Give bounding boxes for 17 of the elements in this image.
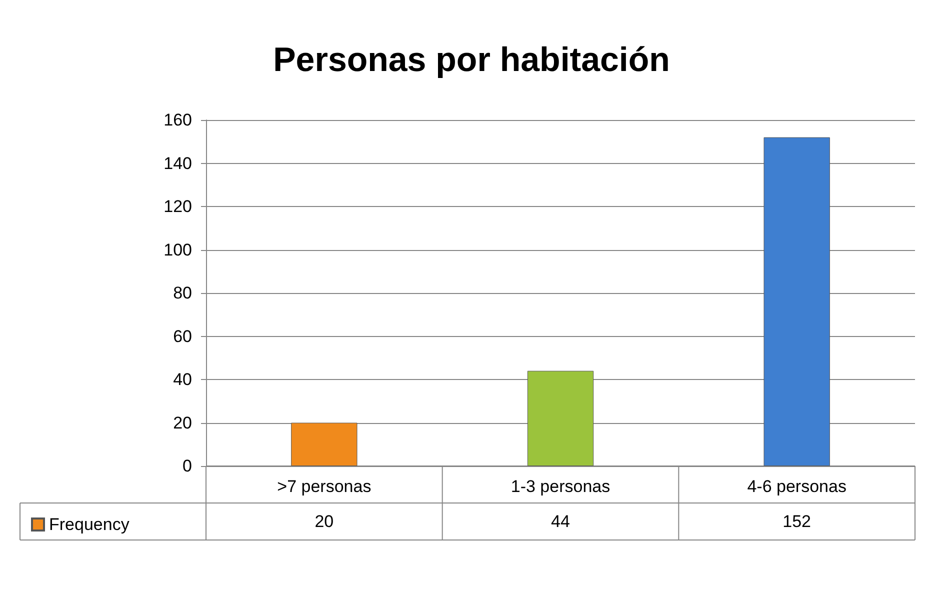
y-tick-label: 160 xyxy=(164,110,192,130)
y-tick-label: 20 xyxy=(173,413,192,432)
x-tick-label: 1-3 personas xyxy=(510,477,610,496)
y-tick-label: 100 xyxy=(164,240,192,260)
y-tick-label: 80 xyxy=(173,284,192,302)
data-label: 44 xyxy=(551,512,570,531)
y-tick-label: 40 xyxy=(173,370,192,389)
y-tick-label: 60 xyxy=(173,326,192,346)
y-tick-label: 140 xyxy=(164,154,192,173)
data-label: 152 xyxy=(782,512,812,531)
x-tick-label: 4-6 personas xyxy=(747,477,846,496)
chart-title: Personas por habitación xyxy=(273,41,670,79)
y-tick-label: 120 xyxy=(164,197,192,216)
x-tick-label: >7 personas xyxy=(277,477,372,496)
data-label: 20 xyxy=(314,512,334,531)
y-tick-label: 0 xyxy=(182,456,192,476)
legend-label: Frequency xyxy=(49,515,130,534)
